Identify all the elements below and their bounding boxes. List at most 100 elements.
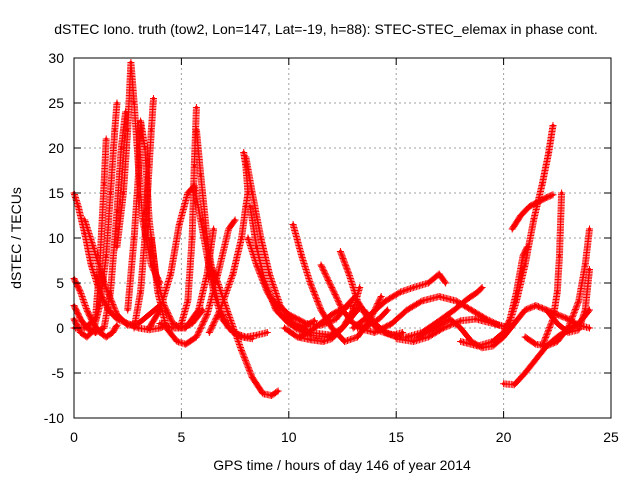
data-point — [179, 321, 183, 326]
data-point — [143, 146, 147, 150]
data-point — [255, 263, 259, 267]
data-point — [244, 204, 248, 209]
y-tick-label: 5 — [56, 275, 64, 291]
data-point — [555, 312, 559, 317]
data-point — [205, 254, 209, 258]
data-point — [156, 290, 160, 294]
data-point — [426, 335, 430, 339]
data-point — [113, 128, 117, 132]
data-point — [76, 204, 80, 209]
data-point — [207, 330, 211, 335]
data-point — [255, 245, 259, 249]
data-point — [78, 330, 82, 335]
data-point — [519, 213, 523, 218]
data-point — [255, 333, 259, 337]
data-point — [304, 321, 308, 326]
data-point — [510, 227, 514, 231]
data-point — [104, 335, 108, 339]
data-point — [587, 308, 592, 312]
y-tick-label: 20 — [48, 140, 64, 156]
data-point — [319, 308, 323, 312]
x-tick-label: 5 — [178, 429, 186, 445]
data-point — [362, 308, 366, 312]
data-point — [102, 281, 106, 285]
series-arc-35 — [508, 191, 557, 233]
data-point — [139, 119, 143, 123]
data-point — [452, 308, 456, 312]
data-point — [115, 323, 119, 327]
data-point — [534, 357, 538, 362]
data-point — [216, 281, 220, 285]
axis-ticks — [73, 57, 612, 419]
data-point — [476, 290, 480, 294]
data-point — [272, 299, 276, 303]
data-point — [454, 299, 458, 303]
data-point — [547, 150, 551, 155]
data-point — [491, 321, 495, 326]
data-point — [330, 285, 334, 290]
data-point — [115, 312, 119, 317]
data-point — [545, 344, 549, 348]
data-point — [377, 317, 381, 321]
data-point — [330, 337, 334, 341]
data-point — [121, 191, 125, 195]
data-point — [459, 319, 463, 323]
data-point — [149, 236, 153, 240]
data-point — [147, 164, 151, 168]
series-arc-37 — [538, 189, 566, 350]
data-point — [379, 294, 383, 299]
data-point — [267, 272, 272, 276]
data-point — [85, 335, 89, 339]
data-point — [343, 339, 347, 344]
data-point — [78, 290, 82, 294]
data-point — [474, 317, 478, 321]
grid-lines — [74, 58, 611, 418]
data-point — [78, 317, 82, 321]
data-point — [469, 308, 473, 312]
data-point — [119, 146, 123, 150]
data-point — [197, 308, 201, 312]
data-point — [158, 308, 162, 312]
data-point — [291, 222, 295, 227]
data-point — [190, 236, 194, 240]
data-point — [194, 105, 198, 110]
data-point — [199, 218, 203, 222]
data-point — [330, 312, 334, 317]
series-arc-34 — [504, 122, 557, 332]
chart-title: dSTEC Iono. truth (tow2, Lon=147, Lat=-1… — [54, 21, 598, 37]
tick-labels: 0 5 10 15 20 25 -10 -5 0 5 10 15 20 25 30 — [44, 50, 619, 445]
data-point — [91, 245, 95, 249]
series-arc-21 — [281, 284, 364, 345]
data-point — [201, 308, 205, 312]
data-point — [459, 326, 463, 330]
data-point — [126, 128, 130, 132]
data-point — [205, 312, 209, 317]
data-point — [368, 312, 372, 317]
data-point — [480, 285, 484, 290]
series-arc-26 — [349, 270, 450, 332]
data-point — [347, 303, 351, 308]
data-point — [147, 326, 151, 330]
data-point — [149, 128, 153, 132]
data-point — [502, 330, 506, 335]
data-point — [532, 218, 536, 222]
data-point — [102, 182, 106, 186]
data-point — [534, 342, 538, 346]
data-point — [239, 236, 244, 240]
data-point — [437, 319, 441, 323]
series-arc-28 — [403, 284, 486, 341]
data-point — [557, 254, 562, 258]
data-point — [340, 326, 345, 330]
data-point — [545, 195, 549, 200]
data-point — [308, 281, 312, 285]
data-point — [545, 308, 549, 312]
data-point — [83, 231, 87, 236]
series-arc-36 — [543, 266, 593, 336]
data-point — [523, 308, 527, 312]
data-point — [85, 308, 89, 312]
data-point — [171, 326, 175, 330]
data-point — [390, 321, 394, 326]
data-point — [248, 204, 252, 209]
